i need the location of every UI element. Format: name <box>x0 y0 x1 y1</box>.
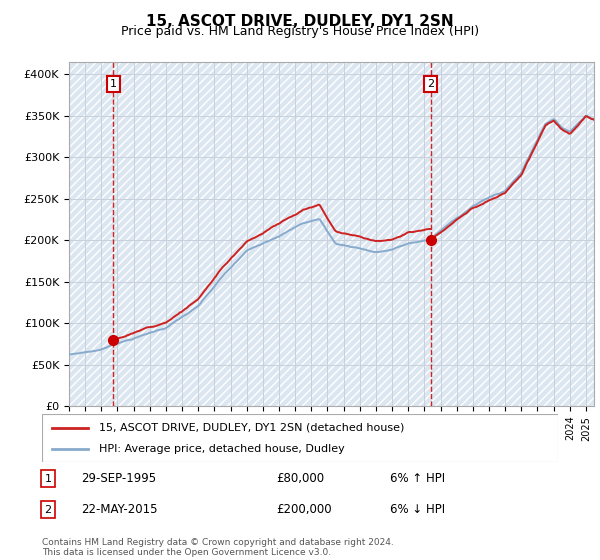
Text: 6% ↑ HPI: 6% ↑ HPI <box>390 472 445 486</box>
Text: Price paid vs. HM Land Registry's House Price Index (HPI): Price paid vs. HM Land Registry's House … <box>121 25 479 38</box>
Text: £200,000: £200,000 <box>276 503 332 516</box>
Text: Contains HM Land Registry data © Crown copyright and database right 2024.
This d: Contains HM Land Registry data © Crown c… <box>42 538 394 557</box>
Text: 1: 1 <box>110 79 117 89</box>
Text: HPI: Average price, detached house, Dudley: HPI: Average price, detached house, Dudl… <box>99 444 344 454</box>
Text: £80,000: £80,000 <box>276 472 324 486</box>
Text: 15, ASCOT DRIVE, DUDLEY, DY1 2SN: 15, ASCOT DRIVE, DUDLEY, DY1 2SN <box>146 14 454 29</box>
Text: 1: 1 <box>44 474 52 484</box>
Text: 2: 2 <box>427 79 434 89</box>
Text: 15, ASCOT DRIVE, DUDLEY, DY1 2SN (detached house): 15, ASCOT DRIVE, DUDLEY, DY1 2SN (detach… <box>99 423 404 433</box>
Text: 29-SEP-1995: 29-SEP-1995 <box>81 472 156 486</box>
Text: 22-MAY-2015: 22-MAY-2015 <box>81 503 157 516</box>
Text: 2: 2 <box>44 505 52 515</box>
Text: 6% ↓ HPI: 6% ↓ HPI <box>390 503 445 516</box>
